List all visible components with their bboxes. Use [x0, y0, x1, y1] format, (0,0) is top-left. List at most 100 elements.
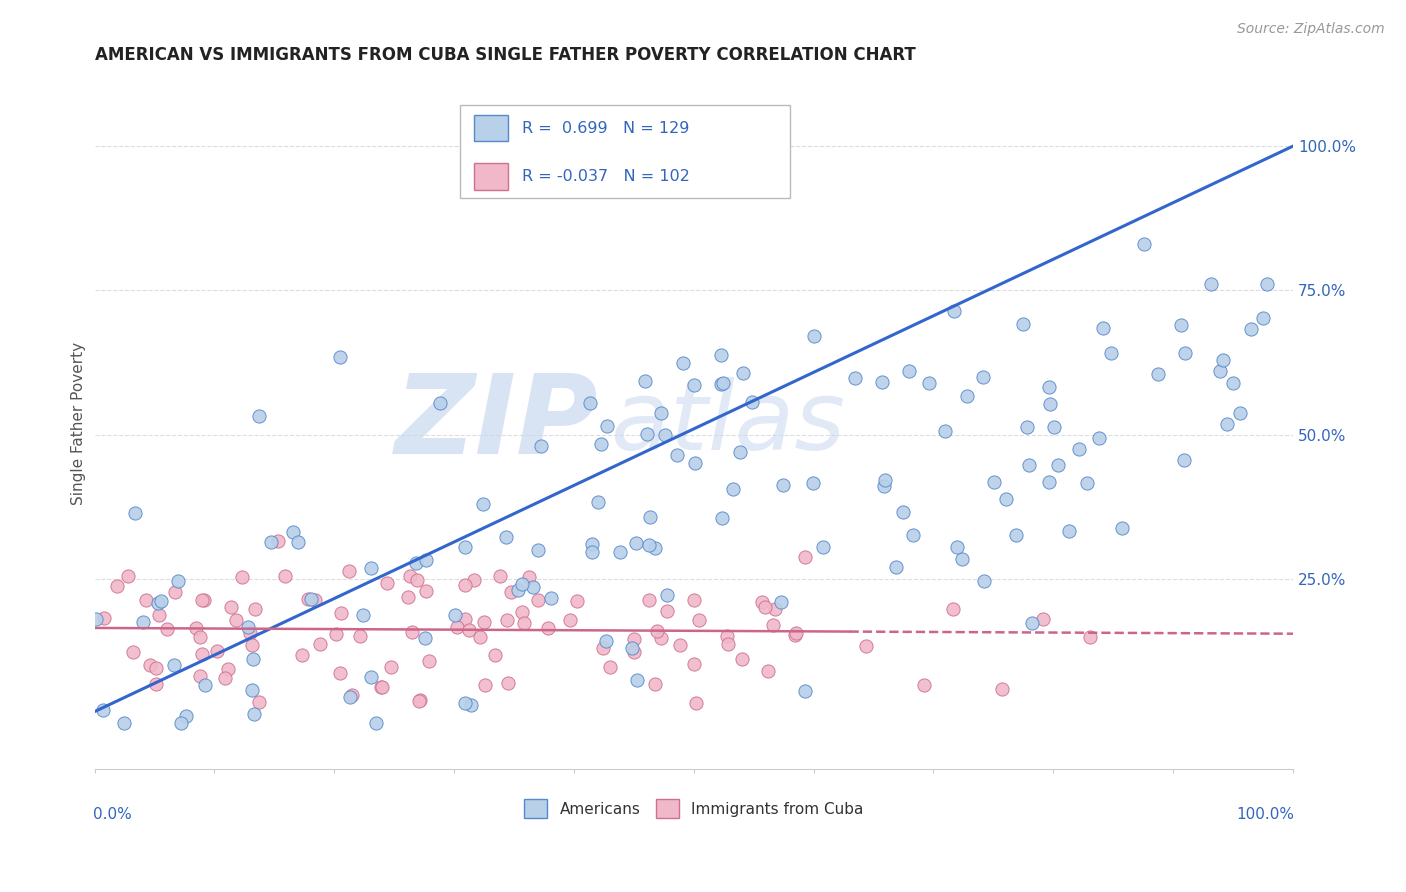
- Point: [188, 669, 211, 683]
- Point: [560, 613, 582, 627]
- Text: R =  0.699   N = 129: R = 0.699 N = 129: [523, 120, 690, 136]
- Point: [349, 629, 371, 643]
- Point: [352, 608, 374, 623]
- Point: [409, 693, 432, 707]
- Point: [638, 593, 661, 607]
- Text: atlas: atlas: [610, 376, 845, 469]
- Point: [599, 660, 621, 674]
- Point: [793, 683, 815, 698]
- Point: [240, 682, 263, 697]
- Point: [1111, 521, 1133, 535]
- Point: [527, 542, 550, 557]
- Point: [496, 676, 519, 690]
- Point: [415, 631, 437, 645]
- Point: [512, 615, 534, 630]
- Point: [527, 592, 550, 607]
- Point: [443, 608, 465, 623]
- Point: [769, 595, 792, 609]
- Point: [1057, 524, 1080, 538]
- Point: [669, 638, 692, 652]
- Point: [657, 604, 679, 618]
- Point: [644, 676, 666, 690]
- Point: [537, 621, 560, 635]
- Point: [207, 644, 229, 658]
- Point: [1078, 630, 1101, 644]
- Point: [1099, 345, 1122, 359]
- Point: [193, 593, 215, 607]
- Point: [530, 439, 553, 453]
- Point: [84, 612, 107, 626]
- Point: [886, 560, 908, 574]
- Point: [309, 637, 332, 651]
- Point: [586, 494, 609, 508]
- Point: [117, 569, 139, 583]
- Point: [733, 367, 755, 381]
- Point: [943, 304, 966, 318]
- Point: [1067, 442, 1090, 456]
- Point: [472, 497, 495, 511]
- Point: [184, 621, 207, 635]
- Point: [1256, 277, 1278, 292]
- Point: [156, 622, 179, 636]
- Point: [609, 545, 631, 559]
- Point: [401, 624, 423, 639]
- Point: [1038, 380, 1060, 394]
- Point: [489, 569, 512, 583]
- Point: [811, 540, 834, 554]
- Point: [1092, 321, 1115, 335]
- Point: [762, 618, 785, 632]
- Point: [446, 620, 468, 634]
- Point: [623, 645, 645, 659]
- Point: [260, 535, 283, 549]
- Point: [592, 640, 614, 655]
- Point: [408, 694, 430, 708]
- Point: [956, 389, 979, 403]
- Point: [225, 613, 247, 627]
- Point: [496, 613, 519, 627]
- Point: [406, 573, 429, 587]
- Point: [291, 648, 314, 662]
- Point: [188, 630, 211, 644]
- Point: [274, 569, 297, 583]
- Bar: [474, 163, 508, 190]
- Point: [267, 534, 290, 549]
- Point: [242, 652, 264, 666]
- Point: [567, 594, 589, 608]
- Point: [596, 419, 619, 434]
- Text: Source: ZipAtlas.com: Source: ZipAtlas.com: [1237, 22, 1385, 37]
- FancyBboxPatch shape: [460, 104, 790, 198]
- Point: [950, 552, 973, 566]
- Point: [665, 448, 688, 462]
- Point: [454, 612, 477, 626]
- Point: [644, 541, 666, 555]
- Point: [325, 627, 347, 641]
- Point: [873, 473, 896, 487]
- Point: [484, 648, 506, 663]
- Point: [517, 569, 540, 583]
- Point: [191, 648, 214, 662]
- Point: [510, 605, 533, 619]
- Y-axis label: Single Father Poverty: Single Father Poverty: [72, 342, 86, 505]
- Point: [165, 584, 187, 599]
- Point: [1173, 453, 1195, 467]
- Point: [329, 666, 352, 681]
- Point: [688, 613, 710, 627]
- Point: [240, 638, 263, 652]
- Point: [655, 588, 678, 602]
- Point: [581, 537, 603, 551]
- Point: [124, 506, 146, 520]
- Point: [399, 568, 422, 582]
- Point: [522, 581, 544, 595]
- Point: [415, 553, 437, 567]
- Point: [380, 660, 402, 674]
- Point: [654, 428, 676, 442]
- Point: [148, 607, 170, 622]
- Point: [249, 696, 271, 710]
- Point: [589, 437, 612, 451]
- Point: [636, 427, 658, 442]
- Point: [429, 396, 451, 410]
- Point: [973, 574, 995, 588]
- Point: [1222, 376, 1244, 390]
- Point: [91, 703, 114, 717]
- Point: [499, 584, 522, 599]
